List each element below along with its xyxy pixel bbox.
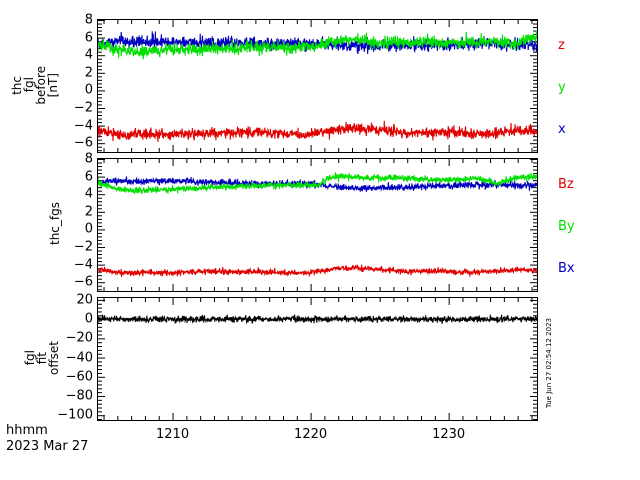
y-tick-label: −40 [65, 350, 93, 366]
y-tick-label: 6 [84, 30, 93, 46]
panel-fgs [97, 158, 538, 292]
render-timestamp: Tue Jun 27 02:54:12 2023 [545, 318, 553, 408]
y-tick-label: −100 [57, 407, 93, 423]
panel-fgl-before [97, 19, 538, 153]
y-axis-title-line: [nT] [46, 72, 60, 98]
y-tick-label: −60 [65, 369, 93, 385]
x-axis-date-label: 2023 Mar 27 [6, 439, 89, 454]
y-tick-label: 6 [84, 169, 93, 185]
y-tick-label: −6 [73, 274, 93, 290]
legend-label-z: z [558, 38, 565, 53]
series-Bz [98, 265, 537, 277]
y-tick-label: 4 [84, 47, 93, 63]
y-tick-label: −4 [73, 257, 93, 273]
y-axis-title-line: thc_fgs [47, 202, 62, 246]
y-tick-label: −6 [73, 135, 93, 151]
x-tick-label: 1210 [156, 427, 190, 442]
y-tick-label: 20 [76, 292, 93, 308]
x-tick-label: 1220 [294, 427, 328, 442]
y-tick-label: −4 [73, 118, 93, 134]
legend-label-Bx: Bx [558, 261, 575, 276]
panel-fgs-ylabel: thc_fgs [47, 158, 62, 290]
y-axis-title-line: fit [34, 351, 49, 365]
panel-fgl-before-ylabel: thc fgl before [nT] [8, 19, 62, 151]
y-tick-label: 8 [84, 12, 93, 28]
y-tick-label: 0 [84, 311, 93, 327]
series-By [98, 173, 537, 194]
legend-label-x: x [558, 122, 566, 137]
series-offset [98, 315, 537, 324]
x-axis-unit-label: hhmm [6, 423, 48, 438]
y-tick-label: 0 [84, 221, 93, 237]
panel-fgl-fit-offset [97, 297, 538, 421]
series-y [98, 31, 537, 60]
y-axis-title-line: fgl [22, 350, 37, 366]
y-tick-label: 8 [84, 151, 93, 167]
series-Bx [98, 177, 537, 192]
y-tick-label: −20 [65, 330, 93, 346]
legend-label-y: y [558, 80, 566, 95]
legend-label-By: By [558, 219, 575, 234]
y-tick-label: −80 [65, 388, 93, 404]
series-z [98, 121, 537, 142]
y-tick-label: 0 [84, 82, 93, 98]
legend-label-Bz: Bz [558, 177, 574, 192]
y-tick-label: 2 [84, 204, 93, 220]
y-tick-label: −2 [73, 239, 93, 255]
y-axis-title-line: offset [46, 341, 61, 375]
y-tick-label: 2 [84, 65, 93, 81]
x-tick-label: 1230 [432, 427, 466, 442]
y-tick-label: −2 [73, 100, 93, 116]
panel-fgl-fit-offset-ylabel: fgl fit offset [21, 297, 62, 419]
y-tick-label: 4 [84, 186, 93, 202]
